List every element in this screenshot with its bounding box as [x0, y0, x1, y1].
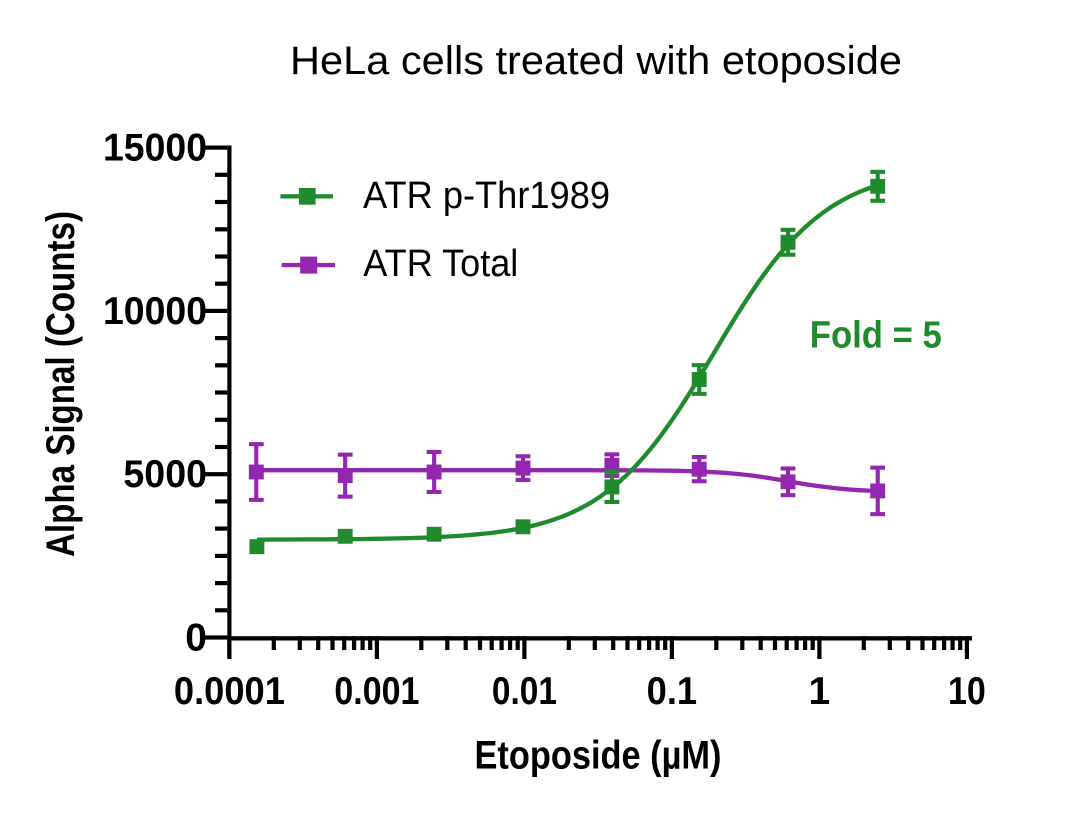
- svg-text:15000: 15000: [103, 126, 207, 169]
- svg-text:0.1: 0.1: [647, 670, 698, 713]
- svg-text:10: 10: [948, 670, 986, 713]
- svg-text:HeLa cells treated with etopos: HeLa cells treated with etoposide: [290, 39, 902, 83]
- svg-text:Alpha Signal (Counts): Alpha Signal (Counts): [39, 211, 83, 557]
- svg-text:0: 0: [185, 616, 207, 659]
- svg-text:ATR Total: ATR Total: [363, 243, 518, 285]
- svg-text:Etoposide (µM): Etoposide (µM): [475, 733, 722, 777]
- svg-text:0.0001: 0.0001: [174, 670, 285, 713]
- svg-text:0.01: 0.01: [492, 670, 557, 713]
- svg-text:1: 1: [809, 670, 831, 713]
- svg-text:Fold = 5: Fold = 5: [810, 315, 942, 357]
- svg-text:ATR p-Thr1989: ATR p-Thr1989: [363, 175, 610, 217]
- svg-text:0.001: 0.001: [334, 670, 419, 713]
- svg-text:5000: 5000: [123, 453, 207, 496]
- svg-text:10000: 10000: [103, 290, 207, 333]
